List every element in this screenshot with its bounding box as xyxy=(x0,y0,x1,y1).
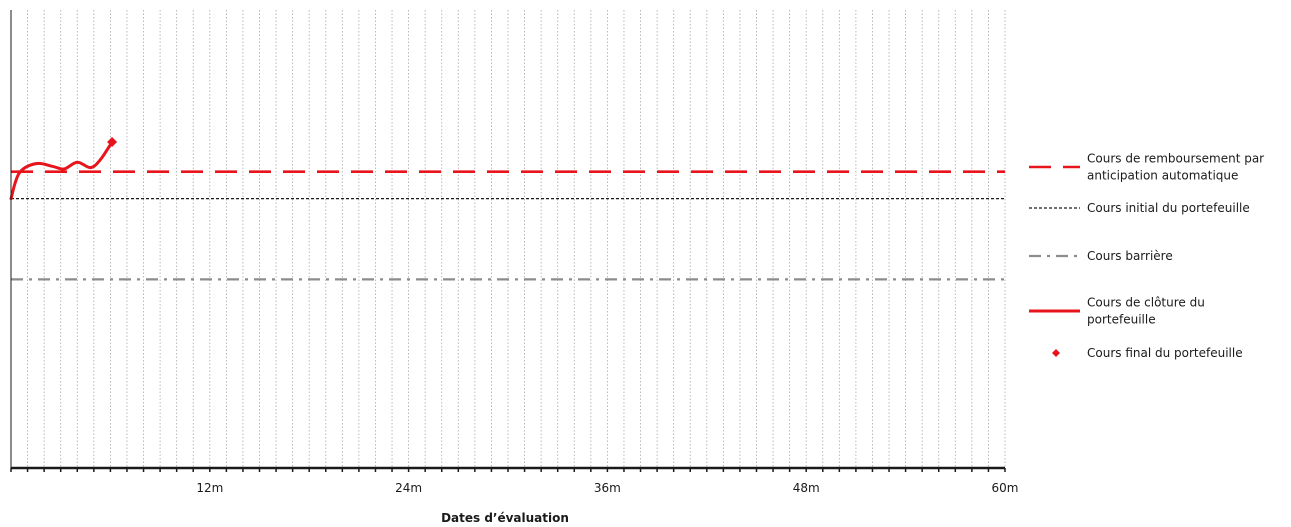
x-tick-label-36: 36m xyxy=(594,481,621,495)
x-axis: 12m 24m 36m 48m 60m xyxy=(10,10,1019,495)
legend: Cours de remboursement par anticipation a… xyxy=(1029,152,1264,360)
gridlines xyxy=(27,10,1006,468)
series-group xyxy=(9,137,1005,281)
legend-label-2-0: Cours barrière xyxy=(1087,249,1173,263)
closing-price-line xyxy=(9,140,114,201)
x-tick-label-12: 12m xyxy=(196,481,223,495)
legend-label-3-1: portefeuille xyxy=(1087,313,1156,327)
legend-label-0-1: anticipation automatique xyxy=(1087,169,1238,183)
x-tick-label-24: 24m xyxy=(395,481,422,495)
legend-label-4-0: Cours final du portefeuille xyxy=(1087,346,1243,360)
x-axis-title: Dates d’évaluation xyxy=(441,511,569,525)
legend-swatch-4 xyxy=(1052,349,1060,357)
legend-label-1-0: Cours initial du portefeuille xyxy=(1087,201,1250,215)
legend-label-3-0: Cours de clôture du xyxy=(1087,296,1205,310)
x-tick-label-48: 48m xyxy=(793,481,820,495)
x-tick-label-60: 60m xyxy=(992,481,1019,495)
legend-label-0-0: Cours de remboursement par xyxy=(1087,152,1264,166)
final-price-marker xyxy=(107,137,118,148)
